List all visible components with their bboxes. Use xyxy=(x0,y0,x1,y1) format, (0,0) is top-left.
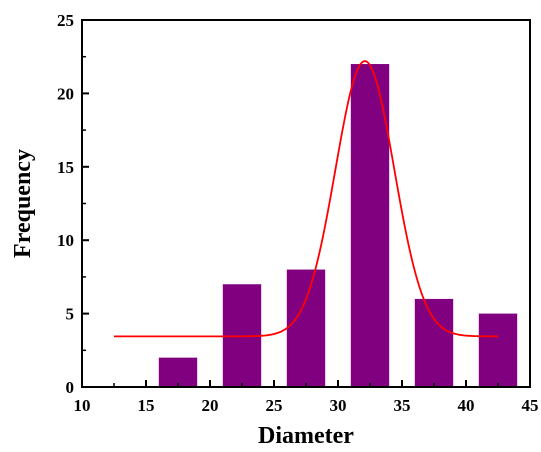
y-tick-label-10: 10 xyxy=(57,231,74,250)
y-tick-label-0: 0 xyxy=(66,378,75,397)
x-tick-label-45: 45 xyxy=(522,396,539,415)
x-axis-title: Diameter xyxy=(258,423,354,449)
x-tick-label-35: 35 xyxy=(394,396,411,415)
x-tick-label-20: 20 xyxy=(202,396,219,415)
bar-6 xyxy=(478,313,518,387)
bar-3 xyxy=(286,269,326,387)
x-axis-ticks: 10 15 20 25 30 35 40 45 xyxy=(74,380,539,415)
y-axis-ticks: 0 5 10 15 20 25 xyxy=(57,11,89,397)
x-tick-label-10: 10 xyxy=(74,396,91,415)
bar-1 xyxy=(158,357,198,387)
x-tick-label-25: 25 xyxy=(266,396,283,415)
x-tick-label-30: 30 xyxy=(330,396,347,415)
y-tick-label-15: 15 xyxy=(57,158,74,177)
x-tick-label-40: 40 xyxy=(458,396,475,415)
bars-group xyxy=(158,64,518,387)
bar-5 xyxy=(414,298,454,387)
y-tick-label-25: 25 xyxy=(57,11,74,30)
y-tick-label-20: 20 xyxy=(57,84,74,103)
x-tick-label-15: 15 xyxy=(138,396,155,415)
gaussian-fit-curve xyxy=(114,60,498,338)
y-tick-label-5: 5 xyxy=(66,305,75,324)
bar-4 xyxy=(350,64,390,387)
y-axis-title: Frequency xyxy=(10,149,36,258)
